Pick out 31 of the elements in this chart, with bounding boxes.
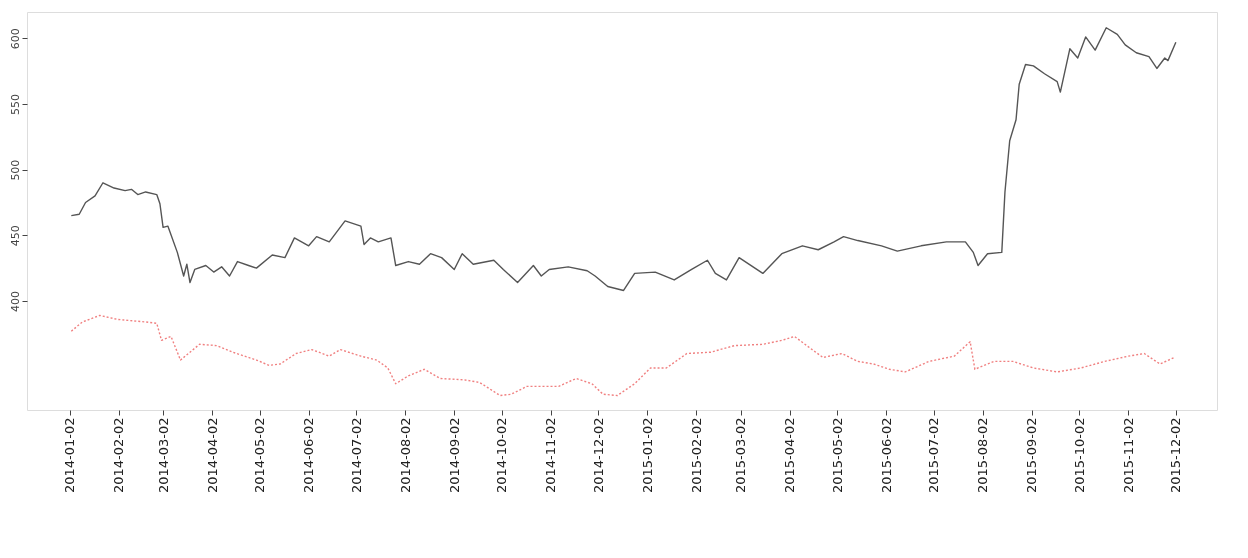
x-tick-label: 2015-08-02 — [975, 417, 991, 494]
x-tick-label: 2015-01-02 — [639, 417, 655, 494]
y-tick-label: 500 — [8, 159, 22, 181]
x-tick-label: 2014-09-02 — [446, 417, 462, 494]
x-tick-label: 2014-08-02 — [397, 417, 413, 494]
x-tick-label: 2014-06-02 — [301, 417, 317, 494]
y-tick-label: 550 — [8, 93, 22, 115]
x-tick-label: 2015-02-02 — [688, 417, 704, 494]
x-tick-label: 2015-05-02 — [829, 417, 845, 494]
x-tick-label: 2015-12-02 — [1168, 417, 1184, 494]
x-tick-label: 2015-06-02 — [878, 417, 894, 494]
x-tick-label: 2015-03-02 — [733, 417, 749, 494]
x-tick-label: 2015-09-02 — [1024, 417, 1040, 494]
x-tick-label: 2014-05-02 — [252, 417, 268, 494]
x-tick-label: 2014-02-02 — [111, 417, 127, 494]
line-series — [70, 27, 1177, 292]
y-tick-label: 450 — [8, 225, 22, 247]
x-tick-label: 2014-07-02 — [348, 417, 364, 494]
x-tick-label: 2014-03-02 — [155, 417, 171, 494]
line-series — [70, 314, 1175, 397]
x-tick-label: 2015-07-02 — [926, 417, 942, 494]
x-tick-label: 2014-11-02 — [543, 417, 559, 494]
x-tick-label: 2014-10-02 — [494, 417, 510, 494]
x-tick-label: 2014-01-02 — [62, 417, 78, 494]
x-tick-label: 2014-04-02 — [204, 417, 220, 494]
x-tick-label: 2015-04-02 — [782, 417, 798, 494]
x-tick-label: 2014-12-02 — [590, 417, 606, 494]
y-tick-label: 600 — [8, 28, 22, 50]
y-tick-label: 400 — [8, 290, 22, 312]
x-tick-label: 2015-11-02 — [1120, 417, 1136, 494]
x-tick-label: 2015-10-02 — [1071, 417, 1087, 494]
